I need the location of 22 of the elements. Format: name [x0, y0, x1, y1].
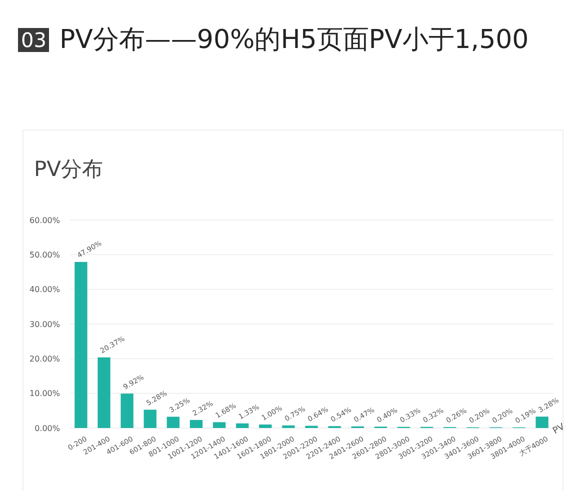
y-tick-label: 40.00%	[29, 285, 60, 294]
y-tick-label: 20.00%	[29, 354, 60, 364]
bar	[190, 420, 203, 428]
bar	[166, 416, 180, 428]
bar	[120, 394, 134, 428]
x-axis-title: PV	[552, 422, 568, 437]
bar	[259, 424, 272, 428]
y-tick-label: 50.00%	[29, 250, 60, 260]
chart-subtitle: PV分布	[34, 157, 104, 181]
bar	[212, 422, 226, 428]
y-tick-label: 10.00%	[29, 389, 60, 398]
chart-title: PV分布——90%的H5页面PV小于1,500	[59, 24, 530, 57]
bar	[74, 262, 88, 428]
bar	[536, 416, 548, 428]
bar	[236, 423, 249, 428]
bar	[282, 425, 295, 428]
bar	[144, 410, 156, 428]
text: 03	[18, 28, 50, 52]
y-tick-label: 60.00%	[29, 216, 60, 225]
bar	[98, 357, 110, 428]
y-tick-label: 30.00%	[29, 320, 60, 329]
y-tick-label: 0.00%	[34, 424, 60, 433]
